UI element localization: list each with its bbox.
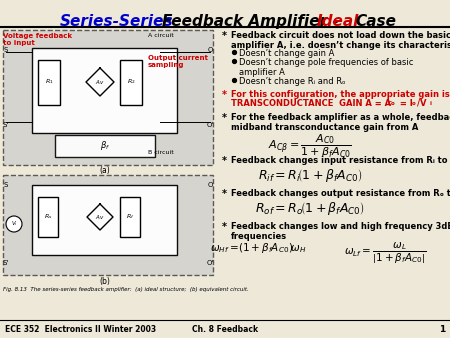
Circle shape xyxy=(6,216,22,232)
Text: Feedback changes low and high frequency 3dB
frequencies: Feedback changes low and high frequency … xyxy=(231,222,450,241)
Text: $R_s$: $R_s$ xyxy=(44,213,52,221)
Text: $R_2$: $R_2$ xyxy=(126,77,135,87)
Text: S': S' xyxy=(3,122,9,128)
Text: TRANSCONDUCTANCE  GAIN A = A: TRANSCONDUCTANCE GAIN A = A xyxy=(231,99,391,108)
Text: $R_{of} = R_o\!\left(1 + \beta_f A_{C0}\right)$: $R_{of} = R_o\!\left(1 + \beta_f A_{C0}\… xyxy=(255,200,365,217)
Text: O': O' xyxy=(207,122,214,128)
Text: S: S xyxy=(4,182,8,188)
Text: Feedback circuit does not load down the basic
amplifier A, i.e. doesn’t change i: Feedback circuit does not load down the … xyxy=(231,31,450,50)
Text: Feedback Amplifier -: Feedback Amplifier - xyxy=(162,14,339,29)
Text: For the feedback amplifier as a whole, feedback changes
midband transconductance: For the feedback amplifier as a whole, f… xyxy=(231,113,450,132)
Bar xyxy=(38,197,58,237)
Text: A circuit: A circuit xyxy=(148,33,174,38)
Text: /V: /V xyxy=(417,99,427,108)
Bar xyxy=(55,135,155,157)
Bar xyxy=(32,48,177,133)
Text: O: O xyxy=(207,47,213,53)
Text: O': O' xyxy=(207,260,214,266)
Text: B circuit: B circuit xyxy=(148,150,174,155)
Text: $R_1$: $R_1$ xyxy=(45,77,54,87)
Text: Doesn’t change gain A: Doesn’t change gain A xyxy=(239,49,334,58)
Text: = I: = I xyxy=(397,99,413,108)
Bar xyxy=(38,60,60,105)
Text: 1: 1 xyxy=(439,325,445,335)
Text: o: o xyxy=(412,101,416,106)
Text: S: S xyxy=(4,47,8,53)
Bar xyxy=(3,30,213,165)
Text: $V_i$: $V_i$ xyxy=(11,220,18,228)
Bar xyxy=(3,175,213,275)
Text: $\omega_{Hf} = \!\left(1 + \beta_f A_{C0}\right)\!\omega_H$: $\omega_{Hf} = \!\left(1 + \beta_f A_{C0… xyxy=(210,241,306,255)
Text: Ch. 8 Feedback: Ch. 8 Feedback xyxy=(192,325,258,335)
Bar xyxy=(120,197,140,237)
Text: ECE 352  Electronics II Winter 2003: ECE 352 Electronics II Winter 2003 xyxy=(5,325,156,335)
Text: Voltage feedback
to input: Voltage feedback to input xyxy=(3,33,72,46)
Text: $\omega_{Lf} = \dfrac{\omega_L}{\left|1 + \beta_f A_{C0}\right|}$: $\omega_{Lf} = \dfrac{\omega_L}{\left|1 … xyxy=(344,241,426,266)
Text: *: * xyxy=(222,31,227,41)
Text: Doesn’t change Rᵢ and Rₒ: Doesn’t change Rᵢ and Rₒ xyxy=(239,77,346,86)
Text: Fig. 8.13  The series-series feedback amplifier:  (a) ideal structure;  (b) equi: Fig. 8.13 The series-series feedback amp… xyxy=(3,287,249,292)
Text: *: * xyxy=(222,222,227,232)
Text: $A_{C\beta} = \dfrac{A_{C0}}{1 + \beta_f A_{C0}}$: $A_{C\beta} = \dfrac{A_{C0}}{1 + \beta_f… xyxy=(268,133,352,160)
Text: Feedback changes output resistance from Rₒ to Rₒf: Feedback changes output resistance from … xyxy=(231,189,450,198)
Text: *: * xyxy=(222,189,227,199)
Text: O: O xyxy=(207,182,213,188)
Text: Output current
sampling: Output current sampling xyxy=(148,55,208,68)
Text: i: i xyxy=(429,101,431,106)
Text: $R_{if} = R_i\!\left(1 + \beta_f A_{C0}\right)$: $R_{if} = R_i\!\left(1 + \beta_f A_{C0}\… xyxy=(258,167,362,184)
Text: Feedback changes input resistance from Rᵢ to Rᵢf: Feedback changes input resistance from R… xyxy=(231,156,450,165)
Bar xyxy=(120,60,142,105)
Text: Series-Series: Series-Series xyxy=(60,14,174,29)
Text: S': S' xyxy=(3,260,9,266)
Text: Ideal: Ideal xyxy=(317,14,360,29)
Text: $Av$: $Av$ xyxy=(95,213,105,221)
Text: For this configuration, the appropriate gain is the: For this configuration, the appropriate … xyxy=(231,90,450,99)
Bar xyxy=(32,185,177,255)
Text: *: * xyxy=(222,156,227,166)
Text: Doesn’t change pole frequencies of basic
amplifier A: Doesn’t change pole frequencies of basic… xyxy=(239,58,414,77)
Text: *: * xyxy=(222,113,227,123)
Text: *: * xyxy=(222,90,227,100)
Text: (a): (a) xyxy=(99,166,110,175)
Text: Co: Co xyxy=(388,101,396,106)
Text: $\beta_f$: $\beta_f$ xyxy=(100,140,110,152)
Text: Case: Case xyxy=(355,14,396,29)
Text: (b): (b) xyxy=(99,277,110,286)
Text: $R_f$: $R_f$ xyxy=(126,213,134,221)
Text: $Av$: $Av$ xyxy=(95,78,105,86)
